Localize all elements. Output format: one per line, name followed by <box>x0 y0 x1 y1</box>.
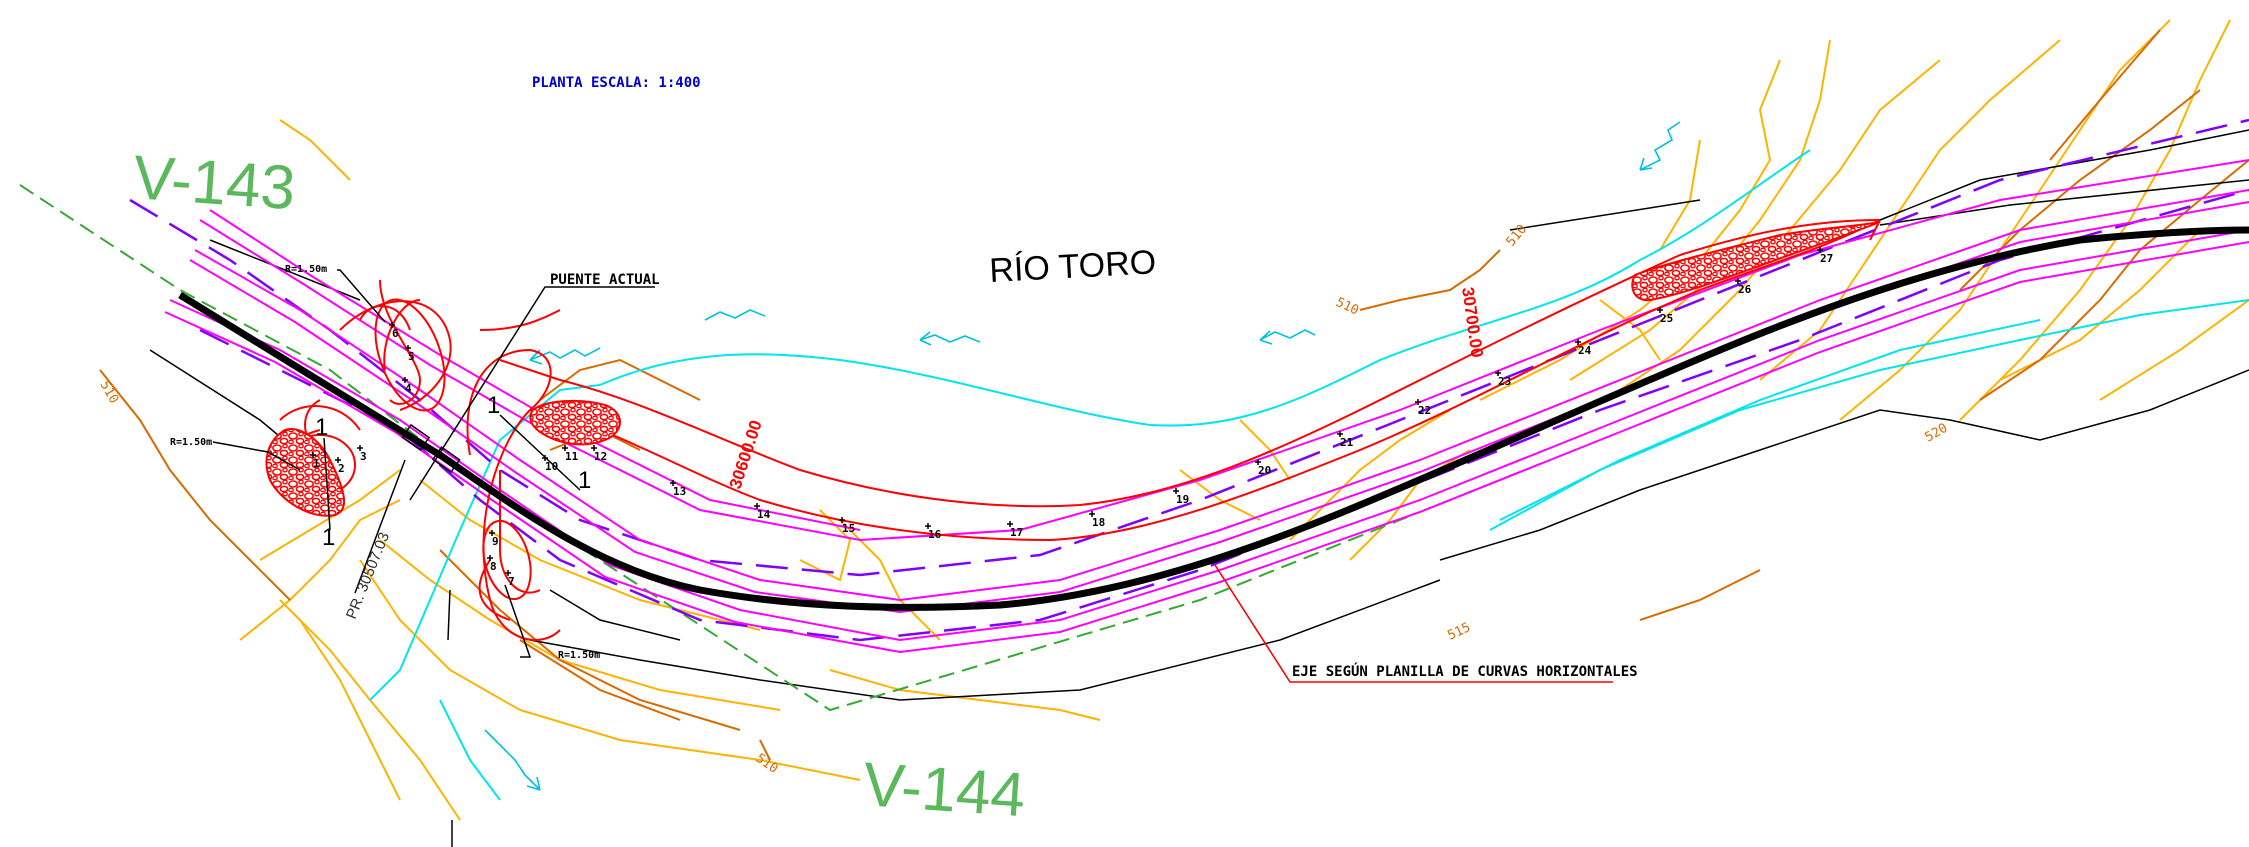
label-bridge: PUENTE ACTUAL <box>550 272 660 288</box>
station-label-23: 23 <box>1498 375 1511 388</box>
contour-label-510-a: 510 <box>97 379 122 407</box>
contour-lines-major <box>99 29 2249 761</box>
station-label-22: 22 <box>1418 404 1431 417</box>
station-tick-21 <box>1337 431 1343 437</box>
contour-label-520: 520 <box>1923 421 1951 446</box>
contour-lines-minor <box>239 19 2249 821</box>
station-label-10: 10 <box>545 460 558 473</box>
station-tick-18 <box>1089 511 1095 517</box>
riprap-areas <box>265 221 1881 517</box>
station-tick-9 <box>489 530 495 536</box>
station-label-1: 1 <box>313 457 320 470</box>
bridge-outline <box>354 286 655 594</box>
boundary-lines <box>149 129 2249 701</box>
station-label-17: 17 <box>1010 526 1023 539</box>
station-tick-11 <box>562 445 568 451</box>
station-label-27: 27 <box>1820 252 1833 265</box>
station-tick-19 <box>1173 488 1179 494</box>
station-label-18: 18 <box>1092 516 1105 529</box>
section-mark-a: 1 <box>315 414 328 441</box>
station-tick-13 <box>670 480 676 486</box>
flow-arrows <box>484 121 1681 791</box>
station-tick-25 <box>1657 307 1663 313</box>
road-axis <box>178 226 2249 611</box>
contour-label-510-b: 510 <box>1333 295 1361 319</box>
label-pr: PR. 30507.03 <box>343 530 393 621</box>
station-label-15: 15 <box>842 522 855 535</box>
station-label-4: 4 <box>405 382 412 395</box>
station-tick-14 <box>754 503 760 509</box>
station-tick-6 <box>389 322 395 328</box>
contour-label-510-d: 510 <box>1504 222 1531 250</box>
riprap-bridge <box>529 399 621 446</box>
station-label-24: 24 <box>1578 344 1592 357</box>
label-v143: V-143 <box>131 143 297 223</box>
station-label-20: 20 <box>1258 464 1271 477</box>
label-v144: V-144 <box>861 750 1027 830</box>
grade-line <box>19 184 1551 712</box>
station-label-5: 5 <box>408 350 415 363</box>
station-tick-12 <box>591 445 597 451</box>
station-tick-20 <box>1255 459 1261 465</box>
label-radius-top: R=1.50m <box>285 264 327 275</box>
station-tick-2 <box>335 457 341 463</box>
label-axis: EJE SEGÚN PLANILLA DE CURVAS HORIZONTALE… <box>1292 662 1638 680</box>
station-tick-8 <box>487 555 493 561</box>
station-label-2: 2 <box>338 462 345 475</box>
station-tick-22 <box>1415 399 1421 405</box>
station-label-6: 6 <box>392 327 399 340</box>
section-mark-d: 1 <box>578 467 591 494</box>
dashed-offset-lines <box>129 118 2249 642</box>
station-tick-24 <box>1575 339 1581 345</box>
section-mark-c: 1 <box>487 392 500 419</box>
river-edge <box>369 149 2249 801</box>
station-tick-15 <box>839 517 845 523</box>
station-label-8: 8 <box>490 560 497 573</box>
road-edges <box>164 159 2249 654</box>
station-label-16: 16 <box>928 528 942 541</box>
riprap-right <box>1631 221 1881 302</box>
station-tick-4 <box>402 377 408 383</box>
station-label-11: 11 <box>565 450 579 463</box>
station-label-26: 26 <box>1738 283 1752 296</box>
station-label-25: 25 <box>1660 312 1673 325</box>
contour-label-515: 515 <box>1445 620 1473 644</box>
plan-title: PLANTA ESCALA: 1:400 <box>532 75 701 91</box>
label-river: RÍO TORO <box>988 243 1157 290</box>
section-mark-b: 1 <box>322 524 335 551</box>
station-label-13: 13 <box>673 485 686 498</box>
station-label-7: 7 <box>508 575 515 588</box>
station-tick-27 <box>1817 247 1823 253</box>
leader-lines <box>212 269 532 658</box>
station-tick-16 <box>925 523 931 529</box>
station-tick-5 <box>405 345 411 351</box>
section-lines <box>323 414 581 847</box>
label-radius-left: R=1.50m <box>170 437 212 448</box>
station-label-3: 3 <box>360 450 367 463</box>
station-tick-23 <box>1495 370 1501 376</box>
station-label-12: 12 <box>594 450 607 463</box>
contour-label-510-c: 510 <box>753 751 781 777</box>
station-tick-3 <box>357 445 363 451</box>
station-label-21: 21 <box>1340 436 1354 449</box>
axis-leader <box>1214 564 1613 683</box>
station-label-14: 14 <box>757 508 771 521</box>
station-ticks <box>310 247 1823 576</box>
station-tick-17 <box>1007 521 1013 527</box>
label-km-30700: 30700.00 <box>1458 286 1487 359</box>
station-tick-7 <box>505 570 511 576</box>
station-tick-1 <box>310 452 316 458</box>
station-label-19: 19 <box>1176 493 1189 506</box>
riprap-left <box>265 428 346 517</box>
station-tick-10 <box>542 455 548 461</box>
wingwalls <box>279 279 561 641</box>
station-label-9: 9 <box>492 535 499 548</box>
label-radius-bottom: R=1.50m <box>558 650 600 661</box>
station-tick-26 <box>1735 278 1741 284</box>
